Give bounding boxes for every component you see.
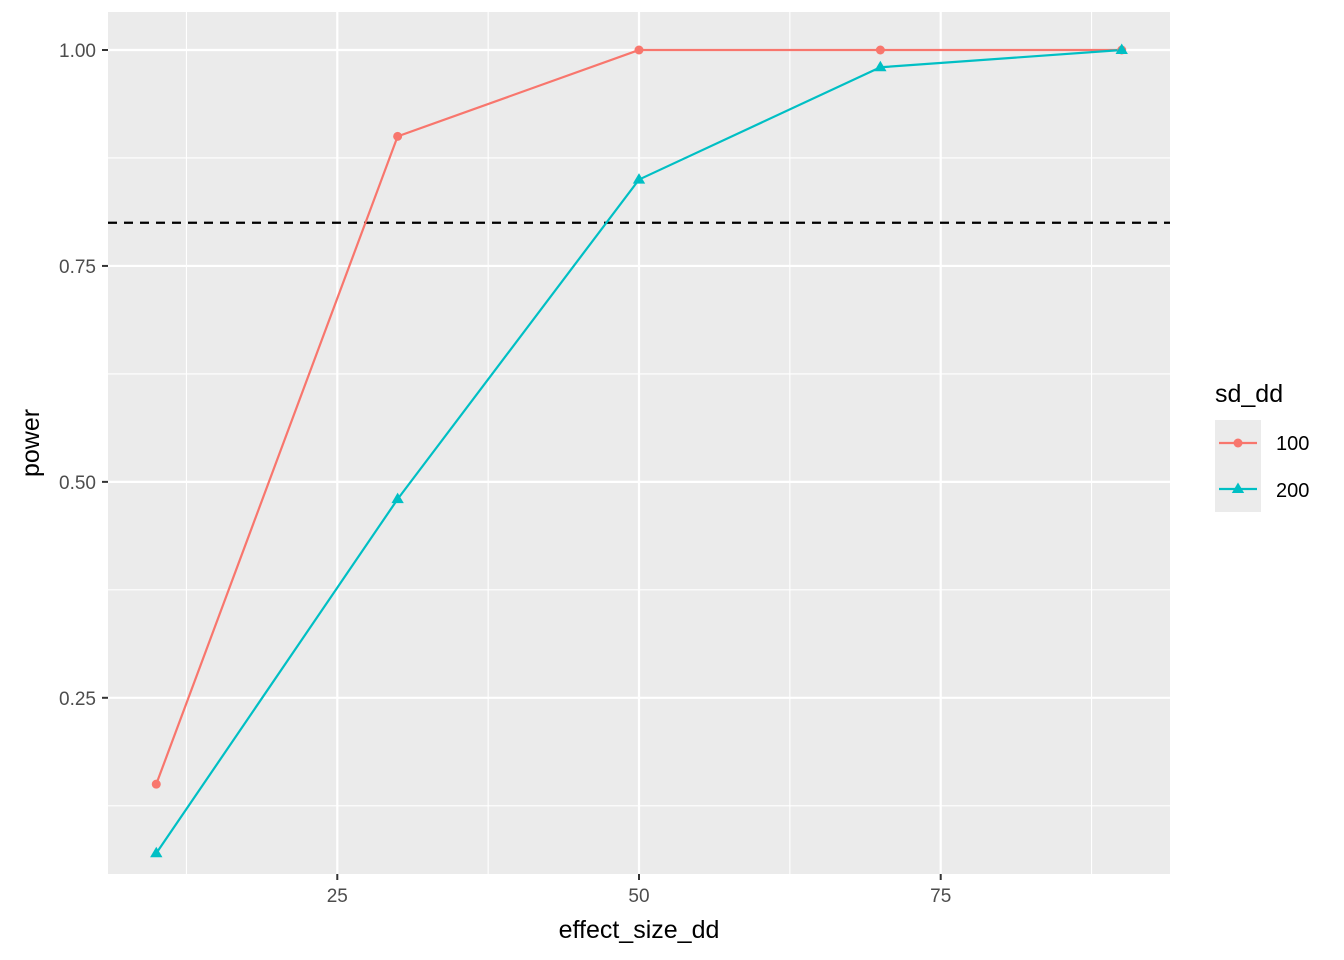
x-tick-label: 75 bbox=[930, 886, 951, 907]
legend-marker-100 bbox=[1233, 438, 1243, 448]
legend-label-100: 100 bbox=[1276, 433, 1309, 455]
legend-label-200: 200 bbox=[1276, 480, 1309, 502]
data-point-100 bbox=[393, 131, 403, 141]
data-point-200 bbox=[632, 173, 646, 184]
y-tick-label: 1.00 bbox=[59, 41, 96, 62]
legend-glyphs bbox=[1219, 438, 1257, 494]
legend-marker-200 bbox=[1231, 482, 1245, 494]
data-point-100 bbox=[151, 779, 161, 789]
y-tick-label: 0.75 bbox=[59, 257, 96, 278]
data-point-200 bbox=[391, 492, 404, 504]
data-point-200 bbox=[1115, 43, 1128, 55]
x-tick-label: 25 bbox=[327, 886, 348, 907]
y-axis-title: power bbox=[17, 409, 45, 477]
data-point-200 bbox=[874, 60, 887, 72]
data-point-100 bbox=[875, 45, 885, 55]
legend: sd_dd 100 200 bbox=[1215, 380, 1309, 512]
x-axis-title: effect_size_dd bbox=[559, 916, 720, 944]
legend-title: sd_dd bbox=[1215, 380, 1283, 408]
series-points bbox=[150, 43, 1128, 858]
x-axis: 25 50 75 bbox=[327, 874, 951, 907]
x-tick-label: 50 bbox=[628, 886, 649, 907]
y-axis: 0.25 0.50 0.75 1.00 bbox=[59, 41, 108, 710]
y-tick-label: 0.50 bbox=[59, 473, 96, 494]
data-point-200 bbox=[150, 846, 163, 858]
y-tick-label: 0.25 bbox=[59, 689, 96, 710]
data-point-100 bbox=[634, 45, 644, 55]
